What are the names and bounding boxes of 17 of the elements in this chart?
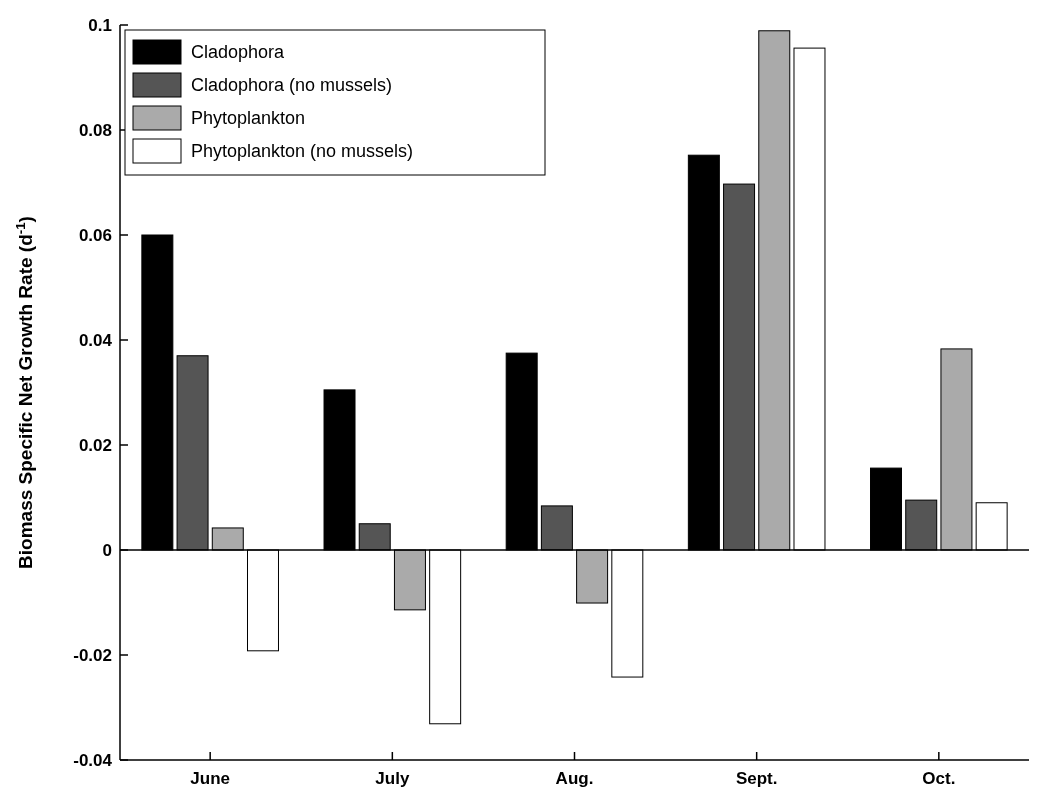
legend-label: Cladophora (no mussels) — [191, 75, 393, 95]
x-tick-label: July — [375, 769, 410, 788]
y-tick-label: 0 — [102, 540, 112, 560]
y-tick-label: 0.08 — [78, 120, 112, 140]
x-tick-label: Oct. — [922, 769, 956, 788]
legend-label: Cladophora — [191, 42, 286, 62]
legend-label: Phytoplankton — [191, 108, 306, 128]
x-tick-label: Aug. — [555, 769, 594, 788]
y-tick-label: 0.1 — [88, 15, 112, 35]
x-tick-label: June — [190, 769, 231, 788]
y-tick-label: -0.04 — [73, 750, 113, 770]
y-tick-label: 0.04 — [78, 330, 113, 350]
x-tick-label: Sept. — [735, 769, 778, 788]
y-tick-label: 0.06 — [78, 225, 112, 245]
legend-label: Phytoplankton (no mussels) — [191, 141, 414, 161]
y-tick-label: -0.02 — [73, 645, 112, 665]
y-tick-label: 0.02 — [78, 435, 112, 455]
